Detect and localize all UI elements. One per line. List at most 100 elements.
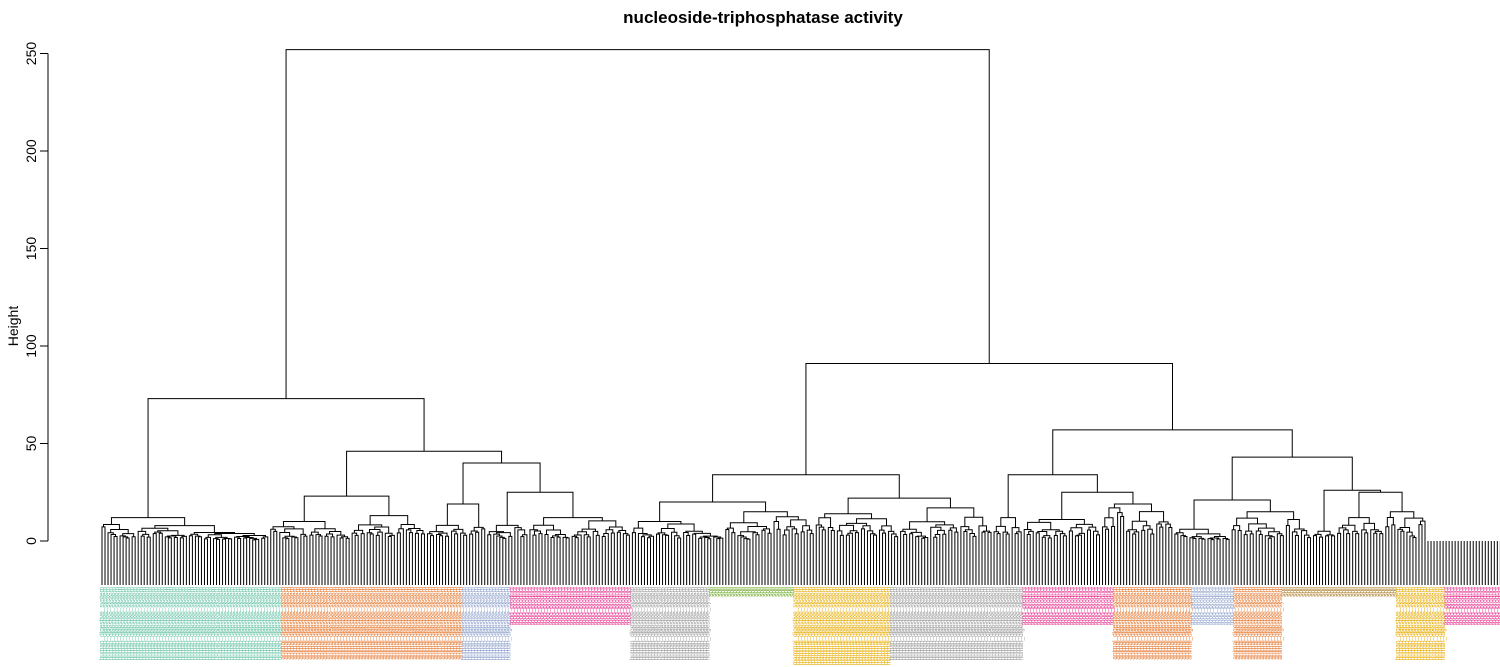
dendrogram-link — [242, 535, 266, 537]
dendrogram-link — [249, 537, 257, 541]
leaf-label: food_product — [1223, 587, 1230, 625]
dendrogram-link — [902, 528, 917, 533]
dendrogram-link — [839, 524, 855, 531]
dendrogram-link — [726, 527, 734, 533]
leaf-label: animal_digestive_system — [289, 587, 296, 660]
dendrogram-link — [234, 536, 240, 541]
dendrogram-link — [1216, 538, 1221, 541]
leaf-label: human_digestive_system — [1012, 587, 1019, 660]
leaf-label: food_product — [1479, 587, 1486, 625]
leaf-label: animal_digestive_system — [295, 587, 302, 660]
dendrogram-link — [588, 520, 617, 530]
leaf-label: human_digestive_system — [906, 587, 913, 660]
dendrogram-link — [324, 535, 329, 541]
dendrogram-link — [954, 531, 959, 541]
leaf-label: human_digestive_system — [900, 587, 907, 660]
dendrogram-link — [775, 516, 799, 522]
dendrogram-link — [972, 535, 977, 541]
leaf-label: soil — [738, 586, 745, 596]
leaf-label: human_digestive_system — [943, 587, 950, 660]
dendrogram-link — [514, 527, 522, 541]
leaf-label: human_digestive_system — [647, 587, 654, 660]
dendrogram-link — [173, 536, 178, 541]
dendrogram-link — [821, 529, 826, 541]
leaf-label: food_product — [1051, 587, 1058, 625]
leaf-label: food_product — [1488, 587, 1495, 625]
leaf-label: human_digestive_system — [894, 587, 901, 660]
leaf-label: food_product — [509, 587, 516, 625]
dendrogram-link — [586, 536, 591, 541]
leaf-label: human_digestive_system — [680, 587, 687, 660]
leaf-label: human_digestive_system — [174, 587, 181, 660]
leaf-label: mammal_digestive_system — [792, 587, 799, 665]
leaf-label: soil — [1389, 586, 1396, 596]
leaf-label: human_digestive_system — [638, 587, 645, 660]
leaf-label: food_product — [1491, 587, 1498, 625]
dendrogram-link — [1243, 534, 1248, 541]
dendrogram-link — [677, 537, 682, 541]
leaf-label: soil — [1358, 586, 1365, 596]
dendrogram-link — [533, 530, 541, 536]
leaf-label: food_product — [584, 587, 591, 625]
leaf-label: food_product — [1084, 587, 1091, 625]
leaf-label: human_digestive_system — [475, 587, 482, 660]
dendrogram-link — [158, 532, 163, 541]
leaf-label: human_digestive_system — [985, 587, 992, 660]
leaf-label: animal_digestive_system — [364, 587, 371, 660]
leaf-label: soil — [714, 586, 721, 596]
dendrogram-link — [1312, 535, 1318, 541]
leaf-label: soil — [1328, 586, 1335, 596]
dendrogram-link — [110, 533, 117, 541]
leaf-label: animal_digestive_system — [1265, 587, 1272, 660]
leaf-label: animal_digestive_system — [1274, 587, 1281, 660]
dendrogram-link — [101, 526, 106, 541]
leaf-label: human_digestive_system — [967, 587, 974, 660]
dendrogram-link — [1210, 539, 1215, 541]
dendrogram-link — [574, 537, 579, 541]
leaf-label: food_product — [590, 587, 597, 625]
leaf-label: food_product — [1099, 587, 1106, 625]
dendrogram-link — [1255, 530, 1262, 541]
leaf-label: food_product — [518, 587, 525, 625]
dendrogram-link — [420, 533, 425, 541]
leaf-label: mammal_digestive_system — [825, 587, 832, 665]
leaf-label: food_product — [551, 587, 558, 625]
dendrogram-link — [847, 497, 951, 514]
leaf-label: human_digestive_system — [168, 587, 175, 660]
dendrogram-link — [1159, 526, 1164, 541]
dendrogram-link — [1404, 517, 1424, 528]
dendrogram-link — [119, 535, 126, 541]
dendrogram-link — [806, 529, 813, 541]
leaf-label: soil — [726, 586, 733, 596]
leaf-label: soil — [1386, 586, 1393, 596]
leaf-label: food_product — [1033, 587, 1040, 625]
dendrogram-link — [223, 537, 231, 540]
leaf-label: soil — [1322, 586, 1329, 596]
leaf-label: food_product — [539, 587, 546, 625]
dendrogram-link — [1343, 529, 1349, 541]
leaf-label: human_digestive_system — [686, 587, 693, 660]
leaf-label: animal_digestive_system — [448, 587, 455, 660]
dendrogram-link — [1007, 474, 1098, 518]
leaf-label: food_product — [563, 587, 570, 625]
dendrogram-link — [1192, 537, 1197, 541]
leaf-label: human_digestive_system — [1434, 587, 1441, 660]
leaf-label: soil — [1316, 586, 1323, 596]
dendrogram-link — [1257, 527, 1275, 532]
leaf-label: food_product — [575, 587, 582, 625]
dendrogram-link — [1338, 527, 1347, 534]
dendrogram-link — [1418, 524, 1423, 541]
leaf-label: soil — [1304, 586, 1311, 596]
leaf-label: human_digestive_system — [500, 587, 507, 660]
leaf-label: animal_digestive_system — [349, 587, 356, 660]
leaf-label: soil — [1374, 586, 1381, 596]
leaf-label: food_product — [605, 587, 612, 625]
dendrogram-link — [154, 531, 162, 534]
leaf-label: soil — [729, 586, 736, 596]
leaf-label: soil — [1286, 586, 1293, 596]
leaf-label: animal_digestive_system — [316, 587, 323, 660]
dendrogram-link — [538, 533, 543, 541]
leaf-label: animal_digestive_system — [391, 587, 398, 660]
leaf-label: soil — [1334, 586, 1341, 596]
dendrogram-link — [849, 530, 858, 534]
